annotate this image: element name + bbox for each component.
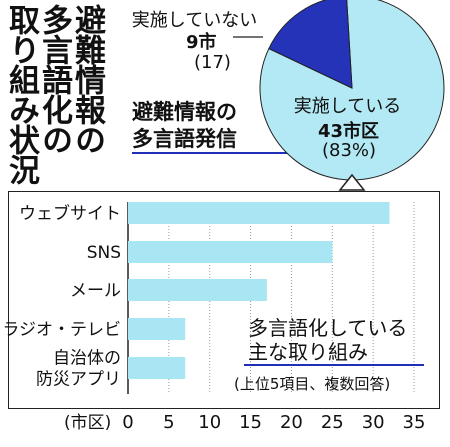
x-tick-label: 0 (122, 412, 133, 433)
bar (128, 202, 390, 224)
implemented-pct: (83%) (322, 140, 377, 161)
x-tick-label: 5 (163, 412, 174, 433)
x-tick-label: 30 (362, 412, 385, 433)
bar-chart-title-line-2: 主な取り組み (248, 340, 368, 364)
bar-chart-title-underline (244, 364, 424, 366)
bar-chart-note: (上位5項目、複数回答) (234, 375, 391, 393)
x-axis-unit: (市区) (64, 413, 111, 433)
bar (128, 279, 267, 301)
subtitle-underline (132, 152, 292, 154)
bar-chart-title-line-1: 多言語化している (248, 316, 408, 340)
category-label: 自治体の (53, 349, 121, 369)
category-label: SNS (87, 243, 121, 263)
bar (128, 318, 186, 340)
implemented-count: 43市区 (318, 121, 380, 142)
title-column-1: 避難情報の (69, 4, 105, 154)
not-implemented-label: 実施していない (131, 10, 258, 31)
x-tick-label: 10 (198, 412, 221, 433)
category-label: 防災アプリ (36, 370, 121, 390)
not-implemented-count: 9市 (186, 32, 217, 53)
not-implemented-pct: (17) (194, 52, 231, 73)
pie-pointer-arrow (338, 173, 366, 191)
pie-slice-implemented (259, 0, 445, 181)
bar (128, 357, 186, 379)
bar-chart-panel (8, 191, 440, 409)
x-tick-label: 35 (403, 412, 426, 433)
pie-chart (233, 0, 445, 191)
pie-slice-not-implemented (268, 0, 353, 89)
subtitle-line-2: 多言語発信 (132, 127, 237, 151)
implemented-label: 実施している (293, 96, 402, 117)
x-tick-label: 15 (239, 412, 262, 433)
x-tick-label: 25 (321, 412, 344, 433)
title-column-2: 多言語化の (36, 4, 72, 154)
title-column-3: 取り組み状況 (3, 4, 39, 184)
category-label: メール (70, 281, 121, 301)
category-label: ラジオ・テレビ (2, 320, 121, 340)
bar (128, 241, 333, 263)
x-tick-label: 20 (280, 412, 303, 433)
category-label: ウェブサイト (19, 203, 121, 224)
subtitle-line-1: 避難情報の (132, 100, 237, 124)
